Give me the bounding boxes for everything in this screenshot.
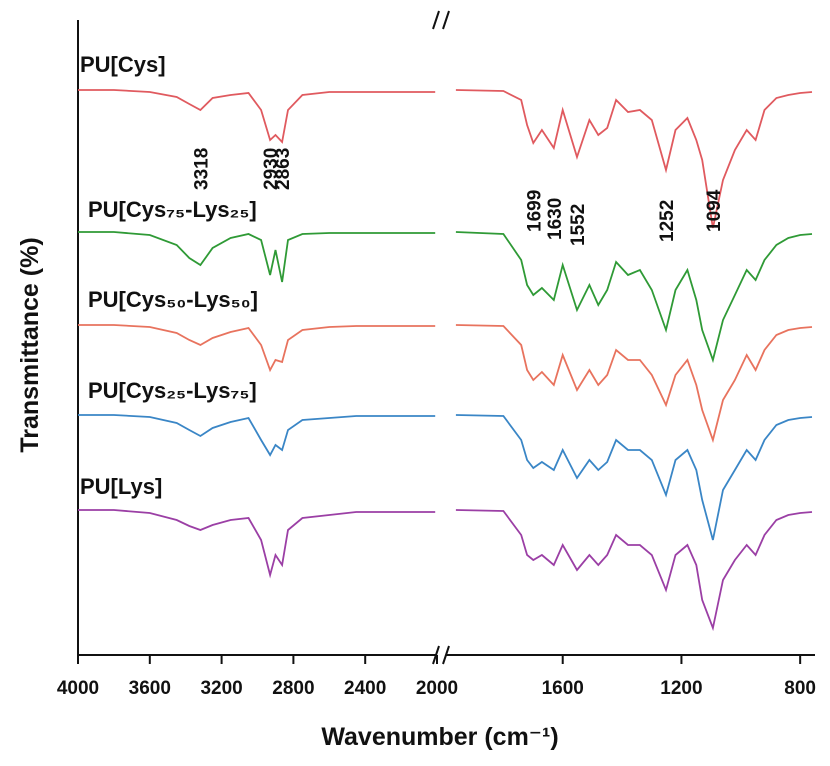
peak-label: 2930 <box>261 148 282 190</box>
axis-break <box>442 10 450 30</box>
spectrum-line <box>78 89 813 229</box>
series-label: PU[Cys₅₀-Lys₅₀] <box>88 287 258 312</box>
peak-label: 1552 <box>568 204 589 246</box>
y-axis-title: Transmittance (%) <box>16 237 44 452</box>
peak-label: 1699 <box>524 190 545 232</box>
x-tick-label: 1200 <box>660 678 702 699</box>
spectrum-line <box>78 509 813 632</box>
peak-label: 3318 <box>191 148 212 190</box>
x-tick-label: 800 <box>784 678 816 699</box>
x-tick-label: 3200 <box>200 678 242 699</box>
x-tick-label: 4000 <box>57 678 99 699</box>
x-tick-label: 3600 <box>129 678 171 699</box>
x-tick-label: 2800 <box>272 678 314 699</box>
spectrum-line <box>78 231 813 364</box>
x-tick-label: 2000 <box>416 678 458 699</box>
series-label: PU[Lys] <box>80 474 162 499</box>
axis-break <box>432 10 440 30</box>
peak-label: 1252 <box>657 200 678 242</box>
axis-break <box>442 645 450 665</box>
series-label: PU[Cys₂₅-Lys₇₅] <box>88 378 257 403</box>
x-tick-label: 2400 <box>344 678 386 699</box>
peak-label: 2863 <box>273 148 294 190</box>
x-axis-title: Wavenumber (cm⁻¹) <box>321 723 558 751</box>
spectrum-line <box>78 414 813 541</box>
series-label: PU[Cys] <box>80 52 166 77</box>
series-label: PU[Cys₇₅-Lys₂₅] <box>88 197 257 222</box>
x-tick-label: 1600 <box>542 678 584 699</box>
peak-label: 1094 <box>704 189 725 232</box>
peak-label: 1630 <box>545 198 566 240</box>
spectrum-line <box>78 324 813 444</box>
